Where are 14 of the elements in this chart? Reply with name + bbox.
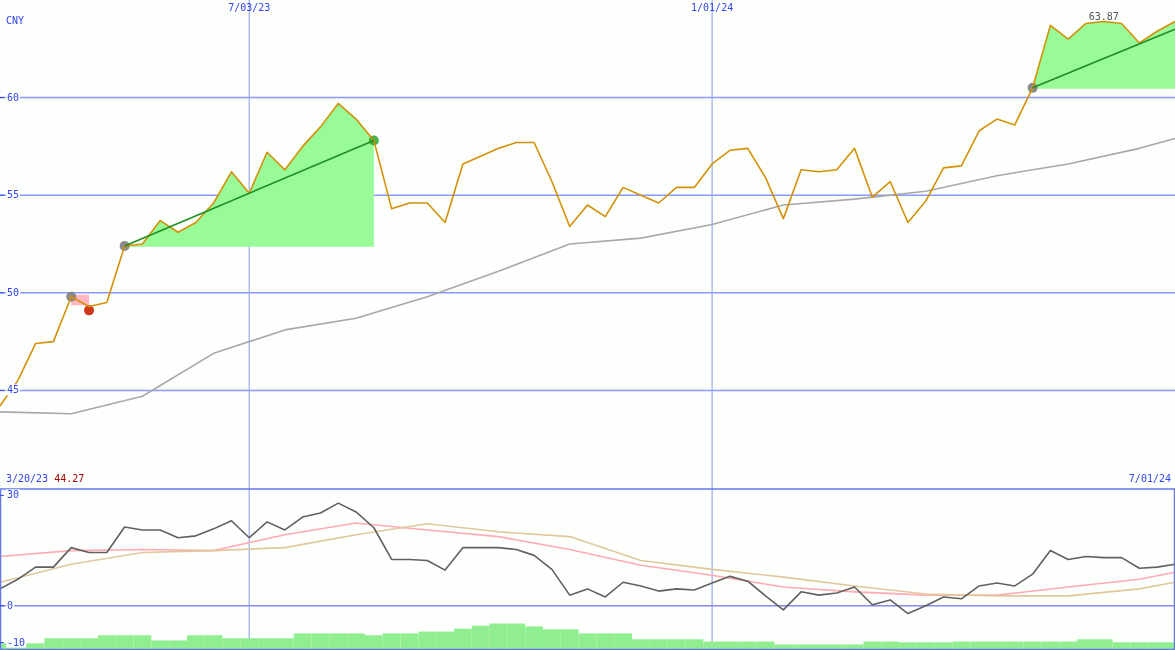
x-tick-label: 7/03/23 xyxy=(228,2,271,13)
y-tick-label: -10 xyxy=(7,636,26,648)
y-axis-title: CNY xyxy=(6,15,25,26)
y-tick-label: 50 xyxy=(7,286,20,298)
y-tick-label: 0 xyxy=(7,599,14,611)
annotation: 63.87 xyxy=(1088,11,1119,23)
y-tick-label: 45 xyxy=(7,384,20,396)
x-tick-label: 1/01/24 xyxy=(691,2,734,13)
annotation: 3/20/23 xyxy=(6,473,49,484)
y-tick-label: 60 xyxy=(7,91,20,103)
y-tick-label: 55 xyxy=(7,189,20,201)
annotation: 44.27 xyxy=(54,473,85,484)
annotation: 7/01/24 xyxy=(1128,473,1171,484)
y-tick-label: 30 xyxy=(7,489,20,501)
